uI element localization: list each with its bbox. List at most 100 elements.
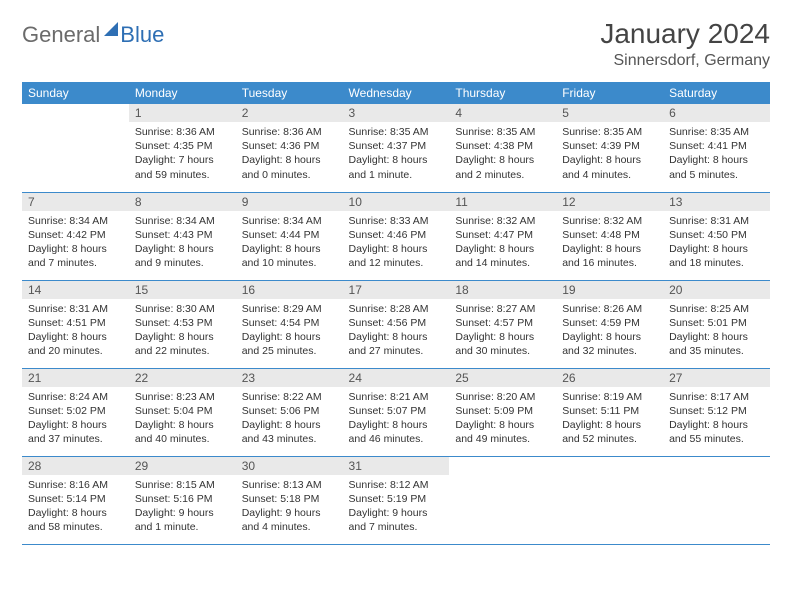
- sunset-text: Sunset: 4:37 PM: [349, 139, 444, 153]
- day-number: 12: [556, 193, 663, 211]
- sunset-text: Sunset: 5:09 PM: [455, 404, 550, 418]
- cell-body: Sunrise: 8:15 AMSunset: 5:16 PMDaylight:…: [129, 475, 236, 541]
- calendar-cell: 11Sunrise: 8:32 AMSunset: 4:47 PMDayligh…: [449, 192, 556, 280]
- sunset-text: Sunset: 5:16 PM: [135, 492, 230, 506]
- sunset-text: Sunset: 4:54 PM: [242, 316, 337, 330]
- sunset-text: Sunset: 4:48 PM: [562, 228, 657, 242]
- day-number: 9: [236, 193, 343, 211]
- daylight-text: Daylight: 8 hours and 37 minutes.: [28, 418, 123, 446]
- cell-body: Sunrise: 8:34 AMSunset: 4:42 PMDaylight:…: [22, 211, 129, 277]
- calendar-cell: 21Sunrise: 8:24 AMSunset: 5:02 PMDayligh…: [22, 368, 129, 456]
- cell-body: Sunrise: 8:35 AMSunset: 4:38 PMDaylight:…: [449, 122, 556, 188]
- day-number: 6: [663, 104, 770, 122]
- calendar-cell: 23Sunrise: 8:22 AMSunset: 5:06 PMDayligh…: [236, 368, 343, 456]
- daylight-text: Daylight: 8 hours and 35 minutes.: [669, 330, 764, 358]
- calendar-cell: 30Sunrise: 8:13 AMSunset: 5:18 PMDayligh…: [236, 456, 343, 544]
- sunset-text: Sunset: 5:01 PM: [669, 316, 764, 330]
- sunrise-text: Sunrise: 8:16 AM: [28, 478, 123, 492]
- cell-body: Sunrise: 8:24 AMSunset: 5:02 PMDaylight:…: [22, 387, 129, 453]
- day-number: 15: [129, 281, 236, 299]
- calendar-cell: 26Sunrise: 8:19 AMSunset: 5:11 PMDayligh…: [556, 368, 663, 456]
- header: General Blue January 2024 Sinnersdorf, G…: [22, 18, 770, 70]
- month-title: January 2024: [600, 18, 770, 50]
- calendar-row: 14Sunrise: 8:31 AMSunset: 4:51 PMDayligh…: [22, 280, 770, 368]
- sunrise-text: Sunrise: 8:32 AM: [562, 214, 657, 228]
- calendar-row: 1Sunrise: 8:36 AMSunset: 4:35 PMDaylight…: [22, 104, 770, 192]
- sunrise-text: Sunrise: 8:35 AM: [669, 125, 764, 139]
- daylight-text: Daylight: 8 hours and 18 minutes.: [669, 242, 764, 270]
- cell-body: Sunrise: 8:12 AMSunset: 5:19 PMDaylight:…: [343, 475, 450, 541]
- daylight-text: Daylight: 8 hours and 55 minutes.: [669, 418, 764, 446]
- day-number: 8: [129, 193, 236, 211]
- sunset-text: Sunset: 4:46 PM: [349, 228, 444, 242]
- sunrise-text: Sunrise: 8:22 AM: [242, 390, 337, 404]
- logo: General Blue: [22, 22, 164, 48]
- sunrise-text: Sunrise: 8:31 AM: [28, 302, 123, 316]
- sunrise-text: Sunrise: 8:26 AM: [562, 302, 657, 316]
- daylight-text: Daylight: 8 hours and 46 minutes.: [349, 418, 444, 446]
- calendar-cell: 5Sunrise: 8:35 AMSunset: 4:39 PMDaylight…: [556, 104, 663, 192]
- sunset-text: Sunset: 4:41 PM: [669, 139, 764, 153]
- cell-body: Sunrise: 8:16 AMSunset: 5:14 PMDaylight:…: [22, 475, 129, 541]
- sunset-text: Sunset: 5:14 PM: [28, 492, 123, 506]
- daylight-text: Daylight: 9 hours and 4 minutes.: [242, 506, 337, 534]
- title-block: January 2024 Sinnersdorf, Germany: [600, 18, 770, 70]
- calendar-cell: [663, 456, 770, 544]
- calendar-cell: 16Sunrise: 8:29 AMSunset: 4:54 PMDayligh…: [236, 280, 343, 368]
- cell-body: Sunrise: 8:20 AMSunset: 5:09 PMDaylight:…: [449, 387, 556, 453]
- calendar-cell: [556, 456, 663, 544]
- calendar-cell: 10Sunrise: 8:33 AMSunset: 4:46 PMDayligh…: [343, 192, 450, 280]
- day-number: 28: [22, 457, 129, 475]
- sunset-text: Sunset: 4:38 PM: [455, 139, 550, 153]
- daylight-text: Daylight: 8 hours and 49 minutes.: [455, 418, 550, 446]
- daylight-text: Daylight: 8 hours and 5 minutes.: [669, 153, 764, 181]
- sunset-text: Sunset: 5:19 PM: [349, 492, 444, 506]
- daylight-text: Daylight: 8 hours and 52 minutes.: [562, 418, 657, 446]
- sunrise-text: Sunrise: 8:33 AM: [349, 214, 444, 228]
- cell-body: Sunrise: 8:36 AMSunset: 4:35 PMDaylight:…: [129, 122, 236, 188]
- calendar-cell: 9Sunrise: 8:34 AMSunset: 4:44 PMDaylight…: [236, 192, 343, 280]
- day-number: 21: [22, 369, 129, 387]
- day-number: [449, 457, 556, 461]
- sunrise-text: Sunrise: 8:35 AM: [562, 125, 657, 139]
- calendar-row: 7Sunrise: 8:34 AMSunset: 4:42 PMDaylight…: [22, 192, 770, 280]
- sunset-text: Sunset: 5:06 PM: [242, 404, 337, 418]
- day-header: Saturday: [663, 82, 770, 104]
- day-number: 19: [556, 281, 663, 299]
- day-header: Friday: [556, 82, 663, 104]
- sunset-text: Sunset: 4:50 PM: [669, 228, 764, 242]
- calendar-cell: 8Sunrise: 8:34 AMSunset: 4:43 PMDaylight…: [129, 192, 236, 280]
- cell-body: Sunrise: 8:17 AMSunset: 5:12 PMDaylight:…: [663, 387, 770, 453]
- day-number: 5: [556, 104, 663, 122]
- cell-body: Sunrise: 8:13 AMSunset: 5:18 PMDaylight:…: [236, 475, 343, 541]
- cell-body: Sunrise: 8:21 AMSunset: 5:07 PMDaylight:…: [343, 387, 450, 453]
- day-number: 25: [449, 369, 556, 387]
- daylight-text: Daylight: 8 hours and 9 minutes.: [135, 242, 230, 270]
- day-number: 10: [343, 193, 450, 211]
- sunrise-text: Sunrise: 8:34 AM: [242, 214, 337, 228]
- calendar-cell: [22, 104, 129, 192]
- daylight-text: Daylight: 8 hours and 16 minutes.: [562, 242, 657, 270]
- sunrise-text: Sunrise: 8:17 AM: [669, 390, 764, 404]
- cell-body: Sunrise: 8:31 AMSunset: 4:51 PMDaylight:…: [22, 299, 129, 365]
- sunrise-text: Sunrise: 8:36 AM: [135, 125, 230, 139]
- sunrise-text: Sunrise: 8:30 AM: [135, 302, 230, 316]
- sunrise-text: Sunrise: 8:15 AM: [135, 478, 230, 492]
- sunrise-text: Sunrise: 8:31 AM: [669, 214, 764, 228]
- sunrise-text: Sunrise: 8:19 AM: [562, 390, 657, 404]
- sunset-text: Sunset: 4:44 PM: [242, 228, 337, 242]
- sunset-text: Sunset: 5:04 PM: [135, 404, 230, 418]
- sunrise-text: Sunrise: 8:25 AM: [669, 302, 764, 316]
- sunset-text: Sunset: 4:59 PM: [562, 316, 657, 330]
- daylight-text: Daylight: 9 hours and 7 minutes.: [349, 506, 444, 534]
- sunrise-text: Sunrise: 8:35 AM: [349, 125, 444, 139]
- day-number: 18: [449, 281, 556, 299]
- calendar-cell: 14Sunrise: 8:31 AMSunset: 4:51 PMDayligh…: [22, 280, 129, 368]
- sunrise-text: Sunrise: 8:34 AM: [135, 214, 230, 228]
- day-number: 23: [236, 369, 343, 387]
- daylight-text: Daylight: 8 hours and 25 minutes.: [242, 330, 337, 358]
- sunrise-text: Sunrise: 8:27 AM: [455, 302, 550, 316]
- day-header: Tuesday: [236, 82, 343, 104]
- cell-body: Sunrise: 8:32 AMSunset: 4:47 PMDaylight:…: [449, 211, 556, 277]
- cell-body: Sunrise: 8:36 AMSunset: 4:36 PMDaylight:…: [236, 122, 343, 188]
